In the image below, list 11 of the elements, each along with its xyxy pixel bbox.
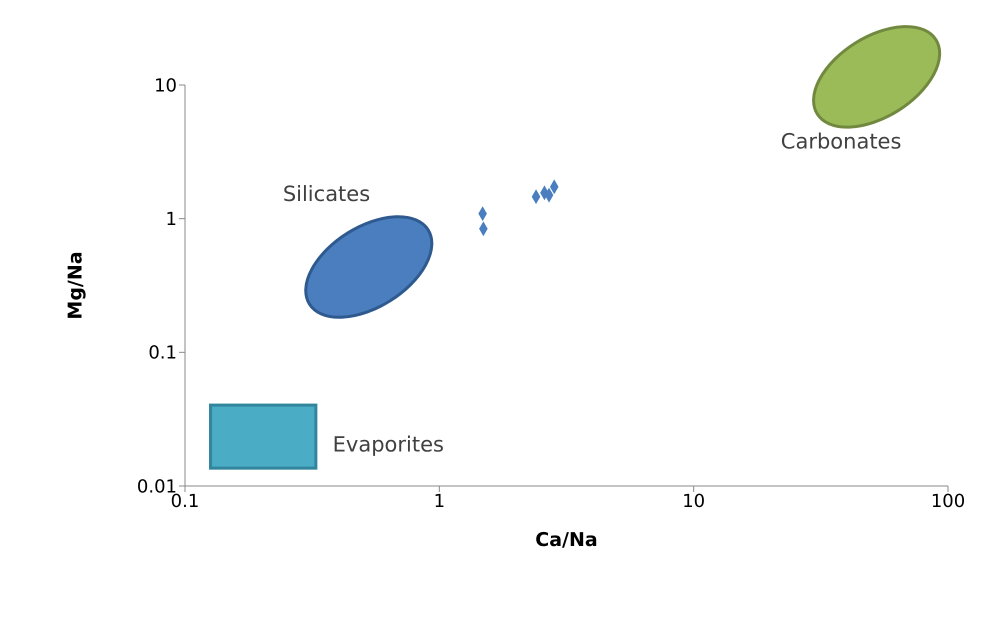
x-tick-label: 10 [682,490,706,512]
annotation: Carbonates [780,129,902,154]
x-tick-label: 100 [930,490,966,512]
y-tick-label: 10 [154,75,177,96]
y-axis-title: Mg/Na [64,251,87,320]
annotation: Evaporites [332,432,444,457]
x-tick-label: 1 [434,490,446,512]
y-tick-label: 1 [166,209,177,230]
annotation: Silicates [282,182,370,206]
y-tick-label: 0.1 [148,342,177,364]
x-axis-title: Ca/Na [535,529,598,551]
